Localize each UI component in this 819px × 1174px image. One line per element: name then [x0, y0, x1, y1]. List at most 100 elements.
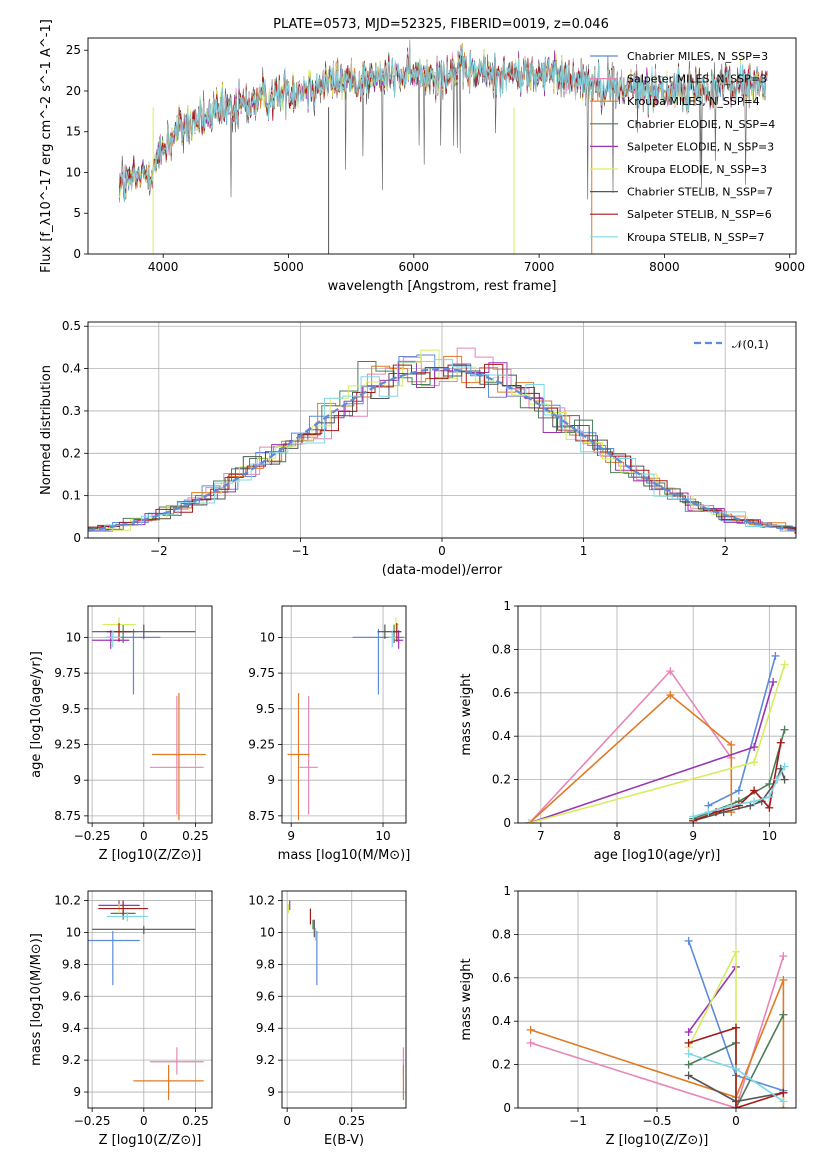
- x-axis-label: Z [log10(Z/Z⊙)]: [606, 1133, 709, 1148]
- errorbar-point: [150, 695, 204, 815]
- weight-marker: [765, 779, 774, 788]
- y-tick-label: 9.2: [256, 1053, 275, 1067]
- weight-marker: [734, 786, 743, 795]
- y-tick-label: 9.2: [62, 1053, 81, 1067]
- weight-marker: [731, 947, 740, 956]
- y-axis-label: Normed distribution: [39, 365, 54, 495]
- weight-marker: [684, 1071, 693, 1080]
- errorbar-point: [152, 693, 206, 821]
- x-axis-label: mass [log10(M/M⊙)]: [278, 848, 411, 863]
- y-tick-label: 9.8: [256, 957, 275, 971]
- errorbar-point: [88, 930, 140, 986]
- x-tick-label: 0: [283, 1114, 291, 1128]
- weight-series-line: [528, 693, 733, 823]
- y-tick-label: 9.5: [62, 702, 81, 716]
- y-tick-label: 9.4: [256, 1021, 275, 1035]
- errorbar-point: [106, 911, 148, 922]
- x-tick-label: 8: [613, 829, 621, 843]
- x-tick-label: 8000: [649, 260, 680, 274]
- weight-marker: [750, 797, 759, 806]
- weight-marker: [765, 792, 774, 801]
- errorbar-point: [393, 617, 399, 634]
- y-tick-label: 0: [73, 247, 81, 261]
- x-tick-label: 2: [721, 544, 729, 558]
- y-tick-label: 0.4: [492, 1014, 511, 1028]
- weight-series-line: [528, 669, 732, 823]
- legend-label: Kroupa STELIB, N_SSP=7: [627, 231, 765, 244]
- plot-frame: [87, 890, 213, 1109]
- legend-label: Kroupa ELODIE, N_SSP=3: [627, 163, 767, 176]
- y-tick-label: 9: [267, 773, 275, 787]
- y-axis-label: mass [log10(M/M⊙)]: [29, 933, 44, 1066]
- x-tick-label: −1: [569, 1114, 587, 1128]
- x-tick-label: 7: [537, 829, 545, 843]
- x-tick-label: 0.25: [182, 829, 209, 843]
- weight-marker: [779, 1097, 788, 1106]
- y-tick-label: 0.2: [492, 773, 511, 787]
- y-tick-label: 9: [267, 1085, 275, 1099]
- y-tick-label: 10: [66, 165, 81, 179]
- x-tick-label: −0.5: [642, 1114, 671, 1128]
- y-tick-label: 9.25: [54, 737, 81, 751]
- spectrum-line: [118, 40, 768, 202]
- age-vs-mass-panel: 9 10 8.75 9 9.25 9.5 9.75 10 mass [log10(M/M⊙)]: [248, 605, 411, 863]
- x-axis-label: age [log10(age/yr)]: [594, 848, 721, 863]
- y-axis-label: mass weight: [459, 673, 474, 755]
- x-axis-label: Z [log10(Z/Z⊙)]: [99, 1133, 202, 1148]
- plot-frame: [517, 605, 797, 824]
- x-tick-label: 0: [438, 544, 446, 558]
- weight-vs-age-panel: 7 8 9 10 0 0.2 0.4 0.6 0.8 1 age [log10(age/yr)] ma…: [459, 599, 797, 863]
- y-tick-label: 0.2: [492, 1058, 511, 1072]
- legend-label: Salpeter STELIB, N_SSP=6: [627, 208, 772, 221]
- weight-marker: [731, 1023, 740, 1032]
- y-tick-label: 8.75: [248, 809, 275, 823]
- x-tick-label: −0.25: [74, 829, 111, 843]
- weight-marker: [765, 803, 774, 812]
- y-tick-label: 9.6: [256, 989, 275, 1003]
- errorbar-point: [92, 630, 130, 649]
- y-tick-label: 10: [260, 630, 275, 644]
- weight-marker: [526, 1025, 535, 1034]
- y-tick-label: 10: [66, 630, 81, 644]
- weight-marker: [779, 1010, 788, 1019]
- weight-marker: [731, 1064, 740, 1073]
- weight-vs-Z-panel: −1 −0.5 0 0 0.2 0.4 0.6 0.8 1 Z [log10(Z/Z⊙)] mass…: [459, 884, 797, 1148]
- histograms: [88, 347, 796, 534]
- y-tick-label: 9.4: [62, 1021, 81, 1035]
- weight-marker: [780, 725, 789, 734]
- weight-marker: [689, 812, 698, 821]
- x-tick-label: 0: [732, 1114, 740, 1128]
- x-tick-label: 0.25: [182, 1114, 209, 1128]
- x-tick-label: 10: [375, 829, 390, 843]
- weight-marker: [731, 1104, 740, 1108]
- weight-marker: [727, 740, 736, 749]
- legend-label: Chabrier ELODIE, N_SSP=4: [627, 118, 775, 131]
- errorbars: [287, 617, 405, 821]
- weight-marker: [779, 952, 788, 961]
- errorbar-point: [299, 695, 318, 815]
- legend-label: 𝒩(0,1): [732, 338, 769, 351]
- x-tick-label: −2: [150, 544, 168, 558]
- spectrum-legend: Chabrier MILES, N_SSP=3 Salpeter MILES, N…: [590, 50, 775, 244]
- weight-marker: [750, 743, 759, 752]
- y-tick-label: 0.8: [492, 642, 511, 656]
- errorbar-point: [104, 630, 122, 648]
- y-tick-label: 0.4: [492, 729, 511, 743]
- weight-marker: [684, 936, 693, 945]
- y-tick-label: 0.2: [62, 446, 81, 460]
- weight-marker: [779, 1088, 788, 1097]
- x-tick-label: 0: [140, 1114, 148, 1128]
- x-tick-label: 1: [580, 544, 588, 558]
- weight-marker: [704, 808, 713, 817]
- y-tick-label: 0.3: [62, 404, 81, 418]
- weight-lines: [526, 936, 788, 1108]
- y-tick-label: 0.8: [492, 927, 511, 941]
- x-tick-label: 6000: [399, 260, 430, 274]
- errorbar-point: [106, 628, 161, 695]
- weight-marker: [750, 758, 759, 767]
- weight-marker: [684, 1049, 693, 1058]
- legend-label: Chabrier STELIB, N_SSP=7: [627, 186, 773, 199]
- weight-marker: [746, 801, 755, 810]
- y-tick-label: 0.6: [492, 686, 511, 700]
- y-axis-label: mass weight: [459, 958, 474, 1040]
